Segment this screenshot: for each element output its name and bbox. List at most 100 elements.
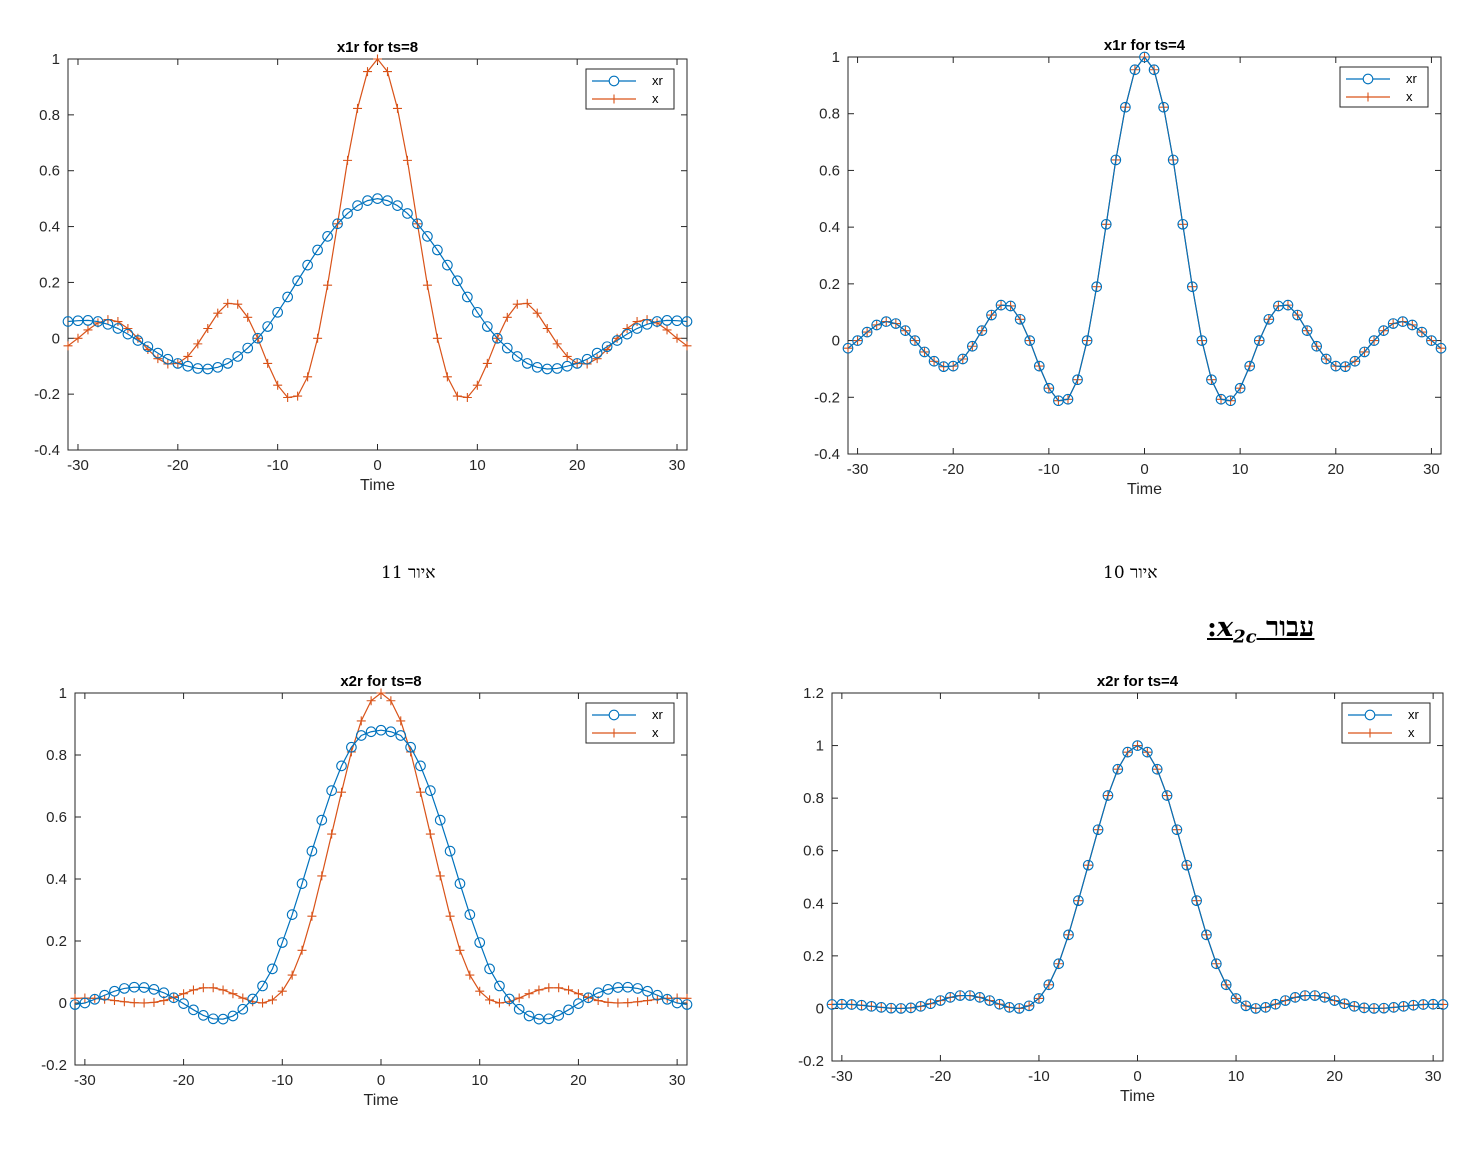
data-point-x: [223, 298, 233, 308]
data-point-xr: [1320, 353, 1332, 365]
data-point-x: [183, 351, 193, 361]
legend: xr x: [585, 702, 675, 744]
data-point-xr: [957, 353, 969, 365]
data-point-x: [396, 716, 406, 726]
data-point-xr: [935, 995, 946, 1006]
data-point-xr: [1329, 995, 1340, 1006]
data-point-xr: [592, 987, 604, 999]
data-point-xr: [112, 323, 124, 334]
data-point-x: [317, 871, 327, 881]
x-axis-label: Time: [1120, 1088, 1155, 1105]
data-point-xr: [513, 1003, 525, 1015]
data-point-xr: [1282, 299, 1294, 311]
y-tick-label: 0: [832, 333, 840, 350]
data-point-xr: [1033, 993, 1045, 1004]
data-point-xr: [1014, 313, 1026, 325]
data-point-x: [472, 380, 482, 390]
data-point-xr: [1339, 998, 1350, 1010]
data-point-xr: [464, 909, 476, 920]
data-point-xr: [641, 318, 653, 330]
data-point-x: [432, 333, 442, 343]
data-point-x: [376, 688, 386, 698]
data-point-xr: [425, 785, 436, 796]
data-point-xr: [601, 341, 613, 353]
data-point-xr: [1206, 374, 1217, 386]
data-point-x: [392, 103, 402, 113]
data-point-xr: [282, 291, 293, 303]
x-tick-label: -30: [831, 1068, 853, 1085]
data-point-xr: [247, 993, 259, 1005]
y-tick-label: 0.2: [819, 276, 840, 293]
data-point-x: [267, 995, 277, 1005]
series-xr: [69, 724, 693, 1025]
x-tick-label: 20: [1327, 461, 1344, 478]
data-point-xr: [1120, 101, 1131, 113]
data-point-x: [139, 998, 149, 1008]
data-point-xr: [432, 244, 443, 256]
data-point-xr: [915, 1000, 927, 1012]
data-point-xr: [302, 259, 313, 271]
legend-marker-xr: [1364, 709, 1376, 721]
legend-label-xr: xr: [652, 707, 664, 722]
data-point-xr: [561, 360, 573, 372]
data-point-xr: [986, 309, 997, 321]
data-point-xr: [1139, 51, 1150, 63]
data-point-x: [73, 333, 83, 343]
data-point-xr: [581, 353, 593, 365]
legend-marker-xr: [1362, 73, 1374, 85]
data-point-x: [603, 997, 613, 1007]
data-point-xr: [109, 985, 120, 997]
data-point-x: [258, 998, 268, 1008]
data-point-xr: [1279, 995, 1291, 1006]
data-point-xr: [1072, 374, 1083, 386]
y-tick-label: -0.2: [814, 389, 840, 406]
data-point-xr: [1091, 281, 1103, 293]
data-point-xr: [944, 992, 956, 1003]
data-point-x: [188, 985, 198, 995]
data-point-xr: [102, 318, 114, 330]
data-point-xr: [611, 335, 623, 346]
x-tick-label: 30: [669, 457, 686, 474]
x-tick-label: 20: [1326, 1068, 1343, 1085]
figure-caption-11: איור 11: [381, 563, 436, 583]
chart-title: x2r for ts=8: [340, 673, 421, 690]
series-line-xr: [831, 744, 1444, 1010]
data-point-xr: [1437, 999, 1449, 1010]
y-tick-label: 0: [816, 1000, 824, 1017]
data-point-x: [373, 54, 382, 64]
y-tick-label: -0.4: [34, 442, 60, 459]
data-point-x: [415, 787, 425, 797]
data-point-xr: [1167, 154, 1179, 166]
data-point-xr: [1240, 1000, 1252, 1012]
data-point-xr: [316, 814, 328, 826]
data-point-xr: [1426, 335, 1437, 346]
data-point-xr: [1416, 326, 1428, 338]
data-point-xr: [415, 760, 426, 772]
data-point-xr: [1311, 340, 1323, 352]
data-point-xr: [212, 361, 224, 373]
data-point-xr: [1368, 335, 1380, 346]
data-point-xr: [1161, 790, 1173, 801]
data-point-xr: [964, 990, 976, 1001]
data-point-xr: [296, 878, 308, 889]
data-point-x: [337, 787, 347, 797]
series-line-xr: [847, 55, 1442, 402]
data-point-x: [129, 998, 139, 1008]
data-point-xr: [1063, 929, 1074, 941]
data-point-xr: [462, 291, 473, 303]
plot-area: [74, 692, 688, 1066]
data-point-x: [442, 372, 452, 382]
data-point-x: [532, 308, 542, 318]
legend-box: [585, 702, 675, 744]
data-point-x: [233, 299, 243, 309]
data-point-xr: [631, 323, 643, 334]
data-point-xr: [1102, 790, 1114, 801]
data-point-x: [327, 829, 337, 839]
data-point-xr: [322, 230, 333, 242]
data-point-x: [83, 325, 93, 335]
data-point-x: [356, 716, 366, 726]
figure-caption-10: איור 10: [1103, 563, 1158, 583]
x-tick-label: 10: [1232, 461, 1249, 478]
section-heading-colon: :: [1207, 612, 1217, 643]
x-tick-label: 20: [570, 1072, 587, 1089]
